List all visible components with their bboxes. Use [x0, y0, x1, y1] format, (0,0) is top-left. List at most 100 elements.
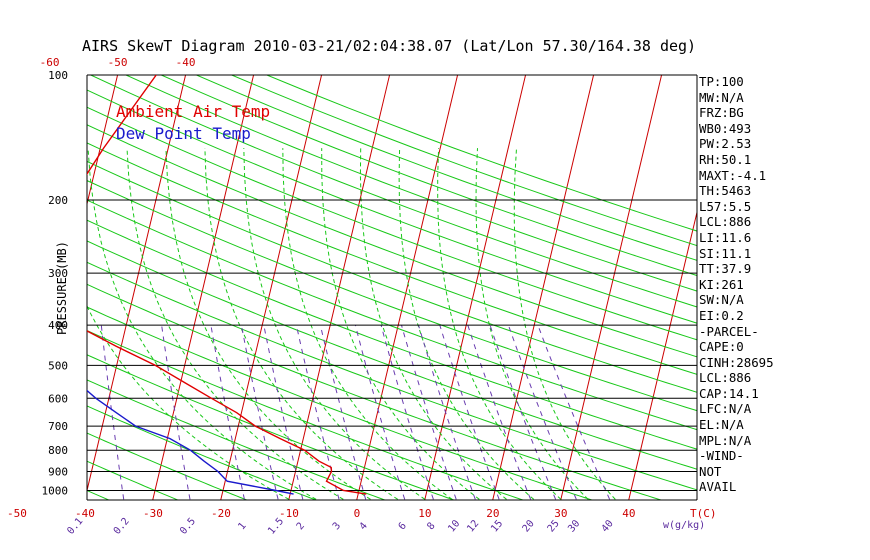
index-item: MPL:N/A — [699, 432, 752, 448]
index-item: CAP:14.1 — [699, 385, 759, 401]
index-item: CAPE:0 — [699, 339, 744, 355]
mixing-ratio-line — [507, 324, 577, 500]
isotherm-line — [87, 75, 119, 206]
mixing-ratio-line — [467, 324, 532, 500]
index-item: PW:2.53 — [699, 136, 752, 152]
index-item: -PARCEL- — [699, 323, 759, 339]
bottom-temp-tick-label: 10 — [418, 507, 431, 520]
index-item: LI:11.6 — [699, 229, 752, 245]
isotherm-line — [87, 75, 187, 493]
temp-axis-label: T(C) — [690, 507, 717, 520]
dry-adiabat-line — [87, 306, 594, 500]
mixing-ratio-label: 10 — [446, 518, 462, 534]
index-item: TP:100 — [699, 74, 744, 89]
y-axis-label: PRESSURE (MB) — [55, 241, 69, 335]
pressure-tick-label: 800 — [48, 444, 68, 457]
mixing-ratio-line — [210, 325, 245, 500]
mixing-ratio-line — [401, 324, 457, 500]
ambient-air-temp-line — [87, 75, 367, 495]
moist-adiabat-line — [126, 148, 344, 500]
mixing-ratio-axis-label: w(g/kg) — [663, 520, 705, 531]
mixing-ratio-line — [439, 324, 500, 500]
isotherm-line — [288, 75, 391, 500]
moist-adiabat-line — [513, 148, 616, 500]
dry-adiabat-line — [87, 180, 697, 412]
dry-adiabat-line — [87, 124, 697, 358]
index-item: FRZ:BG — [699, 105, 744, 121]
index-item: L57:5.5 — [699, 198, 752, 214]
index-item: NOT — [699, 463, 722, 479]
pressure-tick-label: 500 — [48, 359, 68, 372]
mixing-ratio-label: 4 — [358, 521, 370, 533]
dry-adiabat-line — [87, 142, 697, 375]
bottom-temp-tick-label: 0 — [354, 507, 361, 520]
bottom-temp-tick-label: 20 — [486, 507, 499, 520]
index-item: LCL:886 — [699, 214, 752, 230]
moist-adiabat-line — [165, 148, 371, 500]
mixing-ratio-label: 8 — [425, 521, 437, 533]
mixing-ratio-line — [489, 324, 557, 500]
pressure-tick-label: 600 — [48, 392, 68, 405]
bottom-temp-tick-label: 30 — [554, 507, 567, 520]
isotherm-line — [152, 75, 255, 500]
mixing-ratio-line — [263, 325, 304, 500]
mixing-ratio-label: 1 — [236, 521, 248, 533]
index-item: MAXT:-4.1 — [699, 167, 767, 183]
index-item: KI:261 — [699, 276, 744, 292]
legend-dew-point-temp: Dew Point Temp — [116, 124, 251, 143]
chart-title: AIRS SkewT Diagram 2010-03-21/02:04:38.0… — [82, 37, 697, 55]
mixing-ratio-label: 6 — [397, 521, 409, 533]
mixing-ratio-line — [418, 324, 476, 500]
dry-adiabat-line — [124, 75, 697, 292]
index-item: SI:11.1 — [699, 245, 752, 261]
index-item: LFC:N/A — [699, 401, 752, 417]
dry-adiabat-line — [87, 219, 697, 450]
pressure-tick-label: 300 — [48, 267, 68, 280]
bottom-temp-tick-label: -50 — [7, 507, 27, 520]
isotherm-line — [424, 75, 527, 500]
mixing-ratio-line — [380, 324, 434, 500]
dry-adiabat-line — [87, 460, 180, 500]
index-item: TH:5463 — [699, 183, 752, 199]
top-temp-tick-label: -60 — [40, 56, 60, 69]
dry-adiabat-line — [87, 354, 456, 500]
dry-adiabat-line — [87, 106, 697, 341]
bottom-temp-tick-label: -20 — [211, 507, 231, 520]
pressure-tick-label: 200 — [48, 194, 68, 207]
pressure-tick-label: 400 — [48, 319, 68, 332]
index-item: AVAIL — [699, 479, 737, 495]
pressure-tick-label: 1000 — [42, 485, 69, 498]
isotherm-line — [0, 56, 54, 508]
index-item: EI:0.2 — [699, 307, 744, 323]
mixing-ratio-label: 3 — [331, 521, 343, 533]
dry-adiabat-line — [87, 240, 697, 470]
mixing-ratio-label: 30 — [566, 518, 582, 534]
pressure-tick-label: 900 — [48, 466, 68, 479]
index-item: TT:37.9 — [699, 261, 752, 277]
index-item: SW:N/A — [699, 292, 744, 308]
index-item: EL:N/A — [699, 417, 744, 433]
mixing-ratio-label: 40 — [600, 518, 616, 534]
bottom-temp-tick-label: -10 — [279, 507, 299, 520]
isotherm-line — [560, 75, 663, 500]
mixing-ratio-line — [240, 325, 279, 500]
bottom-temp-tick-label: -30 — [143, 507, 163, 520]
index-item: WB0:493 — [699, 120, 752, 136]
dry-adiabat-line — [87, 283, 663, 500]
dry-adiabat-line — [87, 89, 697, 324]
dry-adiabat-line — [160, 75, 697, 277]
bottom-temp-tick-label: -40 — [75, 507, 95, 520]
top-temp-tick-label: -50 — [108, 56, 128, 69]
index-item: LCL:886 — [699, 370, 752, 386]
dew-point-temp-line — [87, 389, 294, 495]
moist-adiabat-line — [475, 148, 589, 500]
mixing-ratio-line — [100, 325, 125, 500]
top-temp-tick-label: -40 — [176, 56, 196, 69]
dry-adiabat-line — [87, 160, 697, 393]
index-item: RH:50.1 — [699, 151, 752, 167]
index-item: CINH:28695 — [699, 354, 774, 370]
dry-adiabat-line — [87, 199, 697, 431]
mixing-ratio-label: 15 — [489, 518, 505, 534]
mixing-ratio-label: 25 — [546, 518, 562, 534]
